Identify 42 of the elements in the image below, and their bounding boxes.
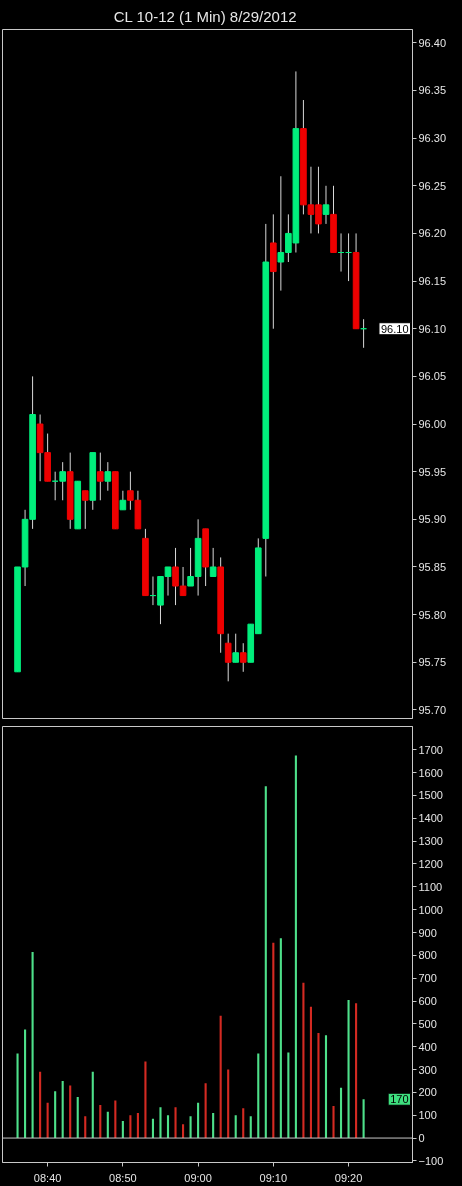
x-tick-label: 09:00 [184,1171,212,1184]
x-tick-label: 08:50 [109,1171,137,1184]
y-tick-label: 600 [418,995,437,1008]
y-tick-label: 96.25 [418,179,447,192]
y-tick-label: 95.90 [418,513,447,526]
x-tick-label: 08:40 [33,1171,62,1184]
y-tick-label: 1300 [418,835,443,848]
y-tick-label: 96.40 [418,36,447,49]
y-tick-label: 500 [418,1017,437,1030]
y-tick-label: 96.35 [418,84,447,97]
y-tick-label: 800 [418,949,437,962]
y-tick-label: 1200 [418,857,443,870]
text: 96.10 [380,322,409,335]
y-tick-label: 0 [418,1132,425,1145]
y-tick-label: 95.75 [418,656,447,669]
y-tick-label: 95.80 [418,608,447,621]
y-tick-label: 1000 [418,903,443,916]
y-tick-label: 96.30 [418,132,447,145]
y-tick-label: 700 [418,972,437,985]
y-tick-label: 95.70 [418,703,447,716]
x-tick-label: 09:10 [259,1171,288,1184]
y-tick-label: 400 [418,1040,437,1053]
y-tick-label: 1700 [418,743,443,756]
y-tick-label: −100 [418,1154,444,1167]
y-tick-label: 900 [418,926,437,939]
y-tick-label: 95.95 [418,465,447,478]
chart-title: CL 10-12 (1 Min) 8/29/2012 [113,7,297,25]
y-tick-label: 100 [418,1109,437,1122]
y-tick-label: 300 [418,1063,437,1076]
y-tick-label: 96.10 [418,322,447,335]
y-tick-label: 96.00 [418,418,447,431]
y-tick-label: 200 [418,1086,437,1099]
y-tick-label: 1100 [418,880,443,893]
y-tick-label: 1600 [418,766,443,779]
y-tick-label: 96.20 [418,227,447,240]
y-tick-label: 96.15 [418,275,447,288]
y-tick-label: 1500 [418,789,443,802]
y-tick-label: 1400 [418,812,443,825]
y-tick-label: 96.05 [418,370,447,383]
y-tick-label: 95.85 [418,560,447,573]
text: 170 [390,1093,409,1106]
x-tick-label: 09:20 [334,1171,363,1184]
